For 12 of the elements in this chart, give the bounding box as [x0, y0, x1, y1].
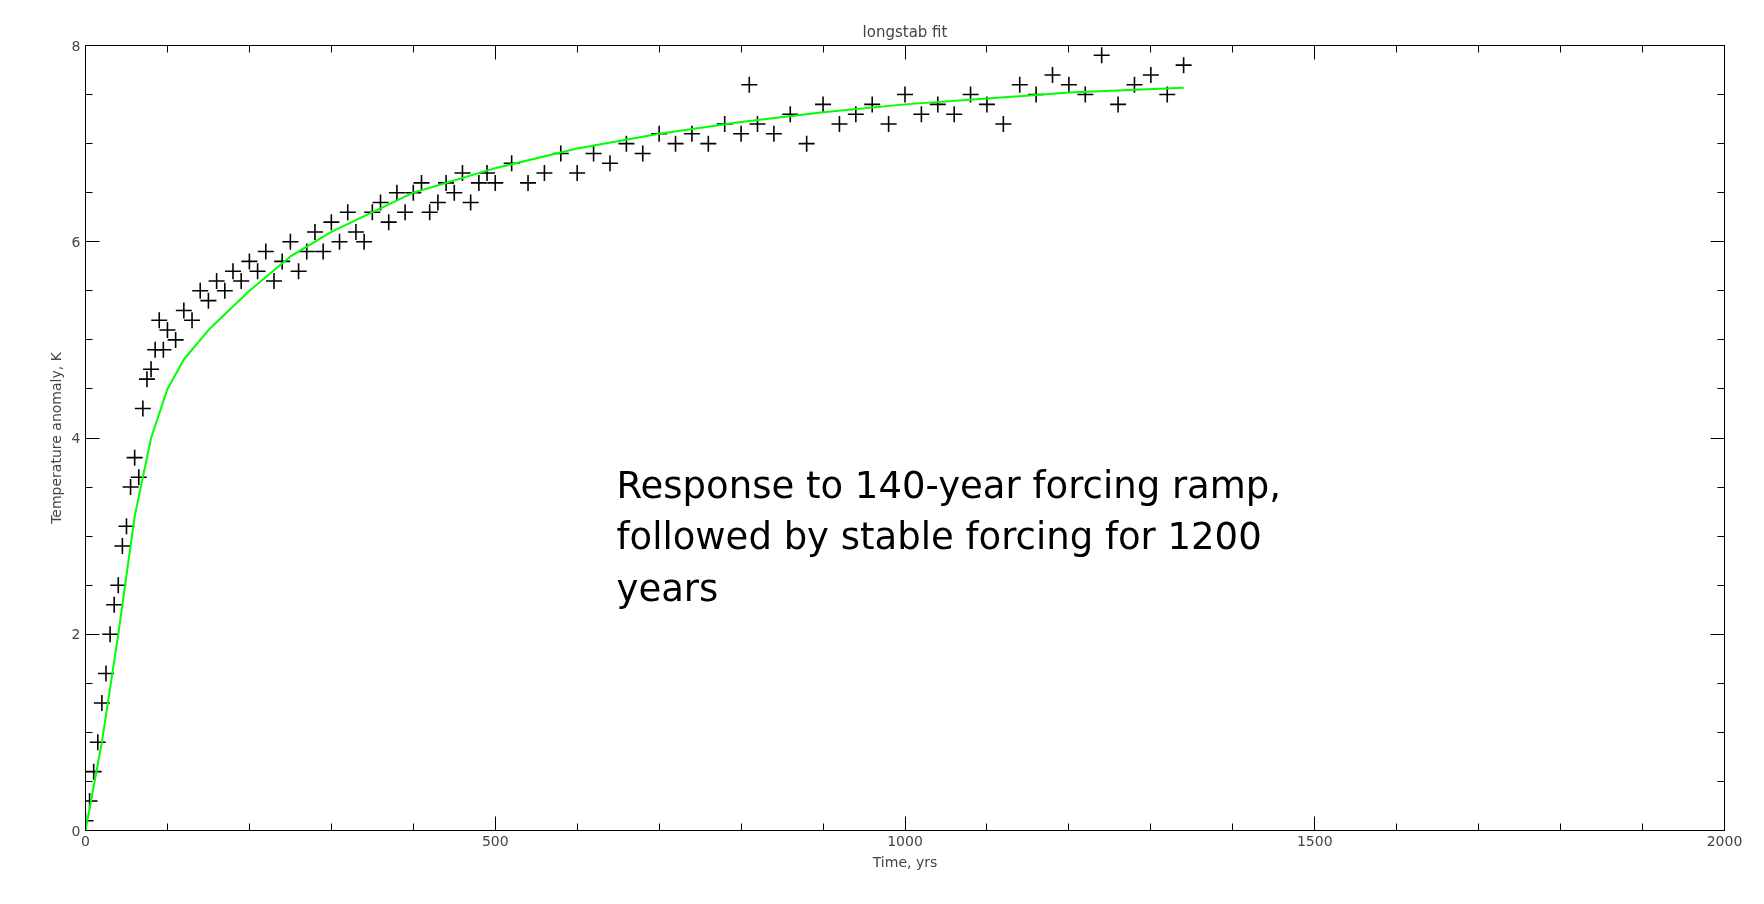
- x-tick-label: 1500: [1296, 832, 1333, 849]
- y-tick-label: 6: [71, 233, 81, 250]
- y-tick-label: 4: [71, 430, 81, 446]
- x-tick-label: 500: [481, 832, 509, 849]
- x-tick-label: 1000: [887, 832, 923, 849]
- x-axis-title: Time, yrs: [871, 853, 938, 870]
- x-tick-label: 2000: [1706, 832, 1743, 849]
- annotation: Response to 140-year forcing ramp, followed by stable forcing for 1200 years: [616, 463, 1282, 610]
- y-axis-title: Temperature anomaly, K: [47, 351, 64, 525]
- y-tick-label: 2: [71, 626, 81, 643]
- chart-title: longstab fit: [862, 22, 948, 41]
- y-tick-label: 8: [71, 37, 81, 54]
